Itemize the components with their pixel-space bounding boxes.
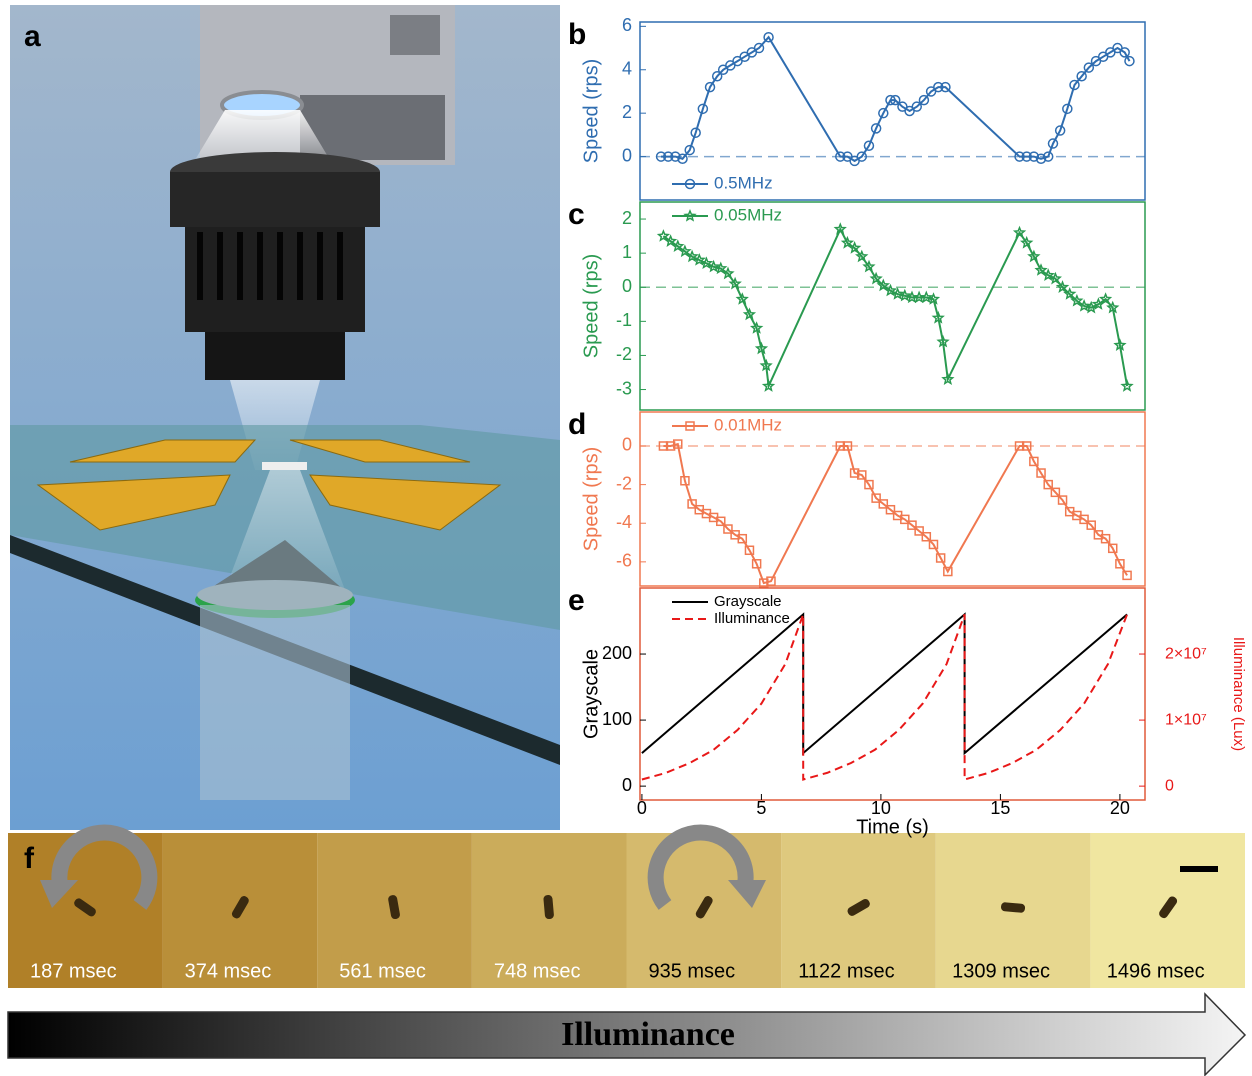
y2-tick-label: 0 [1165, 777, 1174, 794]
panel-label: b [568, 18, 586, 51]
y-tick-label: 0 [622, 145, 632, 165]
y-tick-label: 0 [622, 435, 632, 455]
plot-frame [640, 412, 1145, 586]
y2-tick-label: 2×10⁷ [1165, 645, 1207, 662]
series-line [663, 444, 1127, 583]
panel-label: c [568, 198, 585, 231]
y-tick-label: 1 [622, 242, 632, 262]
y-axis-label: Speed (rps) [580, 447, 602, 552]
y-tick-label: 100 [602, 709, 632, 729]
y-tick-label: -6 [616, 551, 632, 571]
legend-label: 0.01MHz [714, 415, 782, 434]
panel-label: f [24, 842, 35, 875]
y-tick-label: 0 [622, 775, 632, 795]
legend-label: Grayscale [714, 593, 782, 610]
y2-axis-label: Illuminance (Lux) [1230, 637, 1247, 751]
figure: a 187 msec 374 msec 561 msec 748 msec 935 ms… [0, 0, 1252, 1076]
frame-time: 374 msec [185, 960, 272, 982]
arrow-label: Illuminance [561, 1016, 735, 1053]
panel-label: d [568, 408, 586, 441]
series-line [642, 614, 1127, 779]
frame-time: 1496 msec [1107, 960, 1205, 982]
y2-tick-label: 1×10⁷ [1165, 711, 1207, 728]
image-strip: 187 msec 374 msec 561 msec 748 msec 935 msec… [8, 833, 1245, 988]
frame-time: 1122 msec [798, 960, 894, 982]
y-tick-label: 0 [622, 276, 632, 296]
x-tick-label: 10 [871, 798, 891, 818]
y-tick-label: -2 [616, 473, 632, 493]
y-axis-label: Speed (rps) [580, 59, 602, 164]
x-tick-label: 0 [637, 798, 647, 818]
y-tick-label: 200 [602, 643, 632, 663]
y-tick-label: -3 [616, 378, 632, 398]
y-tick-label: -4 [616, 512, 632, 532]
frame-time: 748 msec [494, 960, 581, 982]
y-tick-label: 4 [622, 59, 632, 79]
x-axis-label: Time (s) [856, 816, 929, 838]
series-line [642, 614, 1127, 753]
x-tick-label: 15 [990, 798, 1010, 818]
y-tick-label: 6 [622, 15, 632, 35]
plot-frame [640, 202, 1145, 410]
illustration: a [10, 5, 560, 830]
y-tick-label: -2 [616, 344, 632, 364]
panel-label: a [24, 20, 41, 53]
scale-bar [1180, 866, 1218, 872]
marker [659, 231, 669, 240]
page: a 187 msec 374 msec 561 msec 748 msec 935 ms… [0, 0, 1252, 1076]
y-axis-label: Speed (rps) [580, 254, 602, 359]
legend-label: Illuminance [714, 610, 790, 627]
panel-label: e [568, 584, 585, 617]
y-tick-label: 2 [622, 102, 632, 122]
legend-label: 0.05MHz [714, 205, 782, 224]
frame-time: 561 msec [339, 960, 426, 982]
series-line [663, 229, 1127, 386]
y-tick-label: 2 [622, 208, 632, 228]
legend-label: 0.5MHz [714, 173, 773, 192]
y-axis-label: Grayscale [580, 649, 602, 739]
x-tick-label: 5 [756, 798, 766, 818]
x-tick-label: 20 [1110, 798, 1130, 818]
y-tick-label: -1 [616, 310, 632, 330]
illuminance-arrow: Illuminance [8, 994, 1245, 1075]
frame-time: 187 msec [30, 960, 117, 982]
frame-time: 935 msec [648, 960, 735, 982]
frame-time: 1309 msec [952, 960, 1050, 982]
